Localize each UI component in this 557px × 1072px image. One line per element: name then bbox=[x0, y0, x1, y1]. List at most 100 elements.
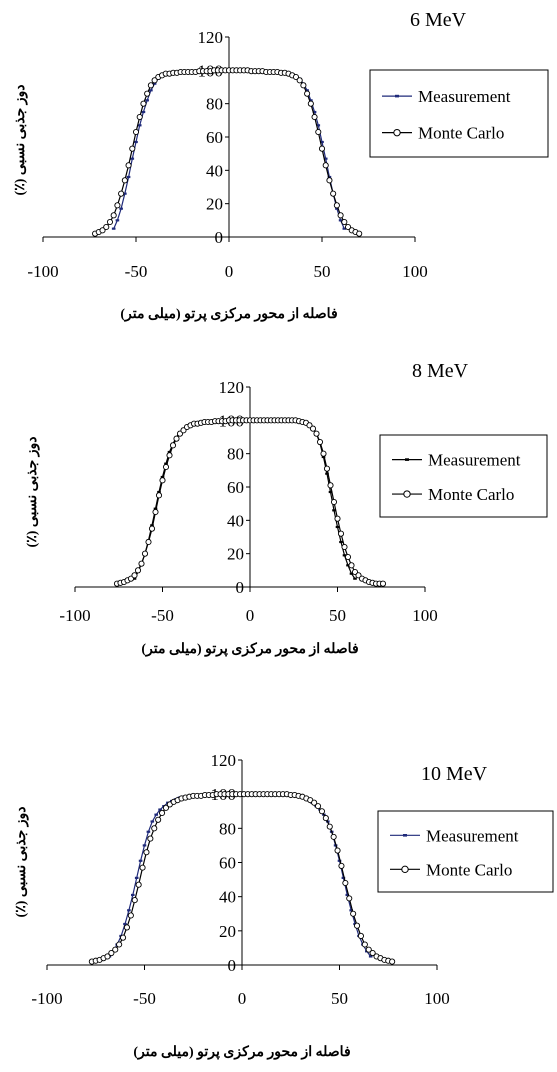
y-axis-label: دوز جذبی نسبی (٪) bbox=[14, 807, 29, 918]
data-point bbox=[321, 455, 326, 459]
data-point bbox=[307, 100, 314, 107]
y-tick-label: 0 bbox=[215, 228, 224, 247]
data-point bbox=[357, 932, 365, 940]
data-point bbox=[134, 876, 139, 879]
data-point bbox=[134, 140, 138, 144]
x-axis-label: فاصله از محور مرکزی پرتو (میلی متر) bbox=[133, 1044, 350, 1060]
data-point bbox=[126, 175, 131, 179]
data-point bbox=[152, 508, 159, 516]
data-point bbox=[112, 946, 119, 953]
data-point bbox=[349, 572, 354, 575]
data-point bbox=[158, 809, 166, 817]
y-tick-label: 60 bbox=[206, 128, 223, 147]
x-tick-label: -50 bbox=[133, 989, 156, 1008]
series-measurement bbox=[132, 419, 357, 580]
data-point bbox=[99, 227, 106, 234]
legend-marker bbox=[403, 490, 411, 498]
data-point bbox=[327, 482, 334, 489]
chart-title: 8 MeV bbox=[412, 360, 469, 382]
data-point bbox=[334, 847, 341, 854]
data-point bbox=[141, 550, 149, 557]
data-point bbox=[344, 223, 352, 231]
x-tick-label: 0 bbox=[246, 606, 255, 625]
data-point bbox=[154, 813, 158, 816]
legend: Measurement Monte Carlo bbox=[377, 810, 554, 893]
legend-marker bbox=[405, 458, 409, 461]
data-point bbox=[312, 110, 317, 114]
data-point bbox=[134, 567, 142, 574]
data-point bbox=[296, 77, 303, 84]
data-point bbox=[145, 538, 152, 546]
data-point bbox=[305, 89, 309, 92]
data-point bbox=[153, 507, 158, 510]
chart-title: 6 MeV bbox=[410, 9, 467, 31]
y-tick-label: 120 bbox=[198, 28, 224, 47]
y-tick-label: 80 bbox=[206, 95, 223, 114]
data-point bbox=[330, 498, 338, 506]
data-point bbox=[311, 113, 318, 121]
data-point bbox=[326, 177, 333, 184]
data-point bbox=[129, 145, 136, 152]
data-point bbox=[150, 820, 155, 823]
legend-marker bbox=[401, 865, 409, 874]
data-point bbox=[118, 190, 125, 197]
data-point bbox=[141, 110, 146, 114]
data-point bbox=[152, 82, 157, 85]
data-point bbox=[138, 859, 143, 862]
series-line bbox=[94, 69, 360, 235]
data-point bbox=[350, 910, 357, 917]
data-point bbox=[316, 124, 321, 127]
series-monte-carlo bbox=[92, 67, 363, 237]
x-tick-label: 50 bbox=[314, 262, 331, 281]
data-point bbox=[167, 450, 172, 454]
data-point bbox=[131, 897, 138, 904]
data-point bbox=[309, 99, 313, 102]
data-point bbox=[121, 177, 128, 184]
data-point bbox=[309, 425, 317, 432]
data-point bbox=[146, 830, 151, 833]
y-tick-label: 120 bbox=[219, 378, 245, 397]
data-point bbox=[341, 876, 346, 879]
y-tick-label: 40 bbox=[219, 888, 236, 907]
data-point bbox=[338, 862, 345, 869]
data-point bbox=[337, 859, 342, 862]
series-measurement bbox=[107, 793, 373, 958]
x-axis-label: فاصله از محور مرکزی پرتو (میلی متر) bbox=[120, 306, 337, 322]
data-point bbox=[365, 946, 372, 953]
data-point bbox=[103, 223, 110, 231]
data-point bbox=[114, 202, 121, 209]
data-point bbox=[127, 912, 134, 919]
data-point bbox=[361, 941, 368, 948]
data-point bbox=[346, 895, 353, 902]
y-tick-label: 60 bbox=[219, 854, 236, 873]
x-tick-label: 100 bbox=[424, 989, 450, 1008]
legend-label: Monte Carlo bbox=[428, 485, 514, 504]
data-point bbox=[131, 572, 138, 579]
data-point bbox=[155, 816, 162, 823]
x-tick-label: 100 bbox=[412, 606, 438, 625]
data-point bbox=[379, 580, 387, 587]
data-point bbox=[116, 941, 123, 948]
data-point bbox=[342, 554, 347, 557]
data-point bbox=[162, 463, 170, 471]
chart-2: -100-5005010002040608010012010 MeVفاصله … bbox=[14, 751, 554, 1060]
data-point bbox=[127, 909, 131, 912]
data-point bbox=[389, 958, 396, 965]
y-tick-label: 80 bbox=[219, 819, 236, 838]
legend-marker bbox=[395, 94, 399, 98]
data-point bbox=[149, 89, 153, 92]
series-monte-carlo bbox=[113, 417, 387, 587]
legend-label: Measurement bbox=[426, 826, 519, 845]
data-point bbox=[120, 934, 127, 941]
data-point bbox=[335, 207, 339, 210]
data-point bbox=[150, 524, 154, 527]
data-point bbox=[316, 438, 324, 446]
data-point bbox=[349, 909, 353, 912]
y-axis-label: دوز جذبی نسبی (٪) bbox=[25, 437, 40, 548]
data-point bbox=[142, 844, 147, 847]
data-point bbox=[330, 833, 337, 840]
data-point bbox=[334, 515, 341, 522]
data-point bbox=[123, 922, 127, 926]
data-point bbox=[111, 227, 116, 230]
